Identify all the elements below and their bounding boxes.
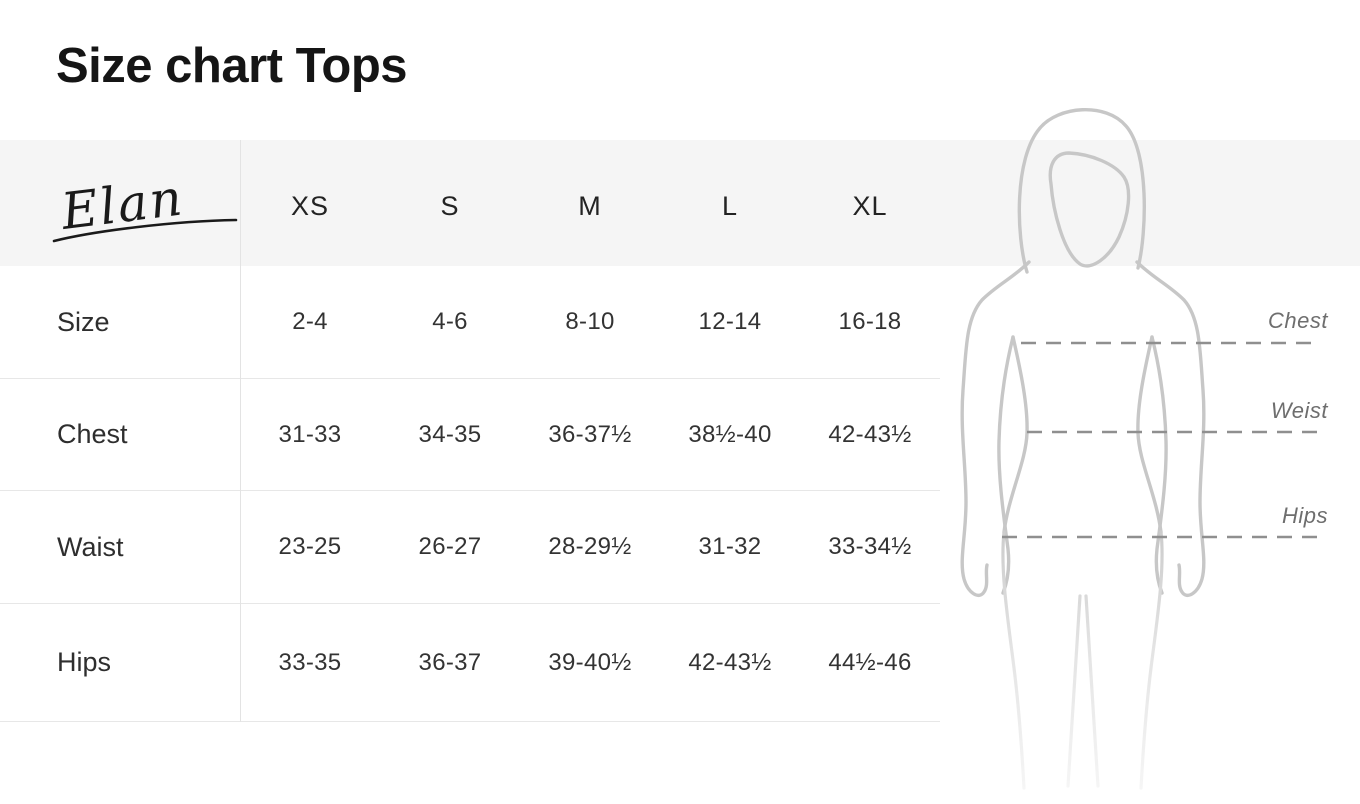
brand-logo-signature: Elan	[52, 168, 238, 242]
hips-xs-value: 33-35	[278, 648, 342, 676]
chest-xl-value: 42-43½	[828, 420, 912, 448]
size-s-value: 4-6	[432, 308, 468, 335]
column-header-s: S	[440, 190, 460, 221]
table-header-row: Elan XS S M L XL	[0, 140, 940, 266]
silhouette-left-arm	[960, 260, 1031, 598]
table-row-size: Size 2-4 4-6 8-10 12-14 16-18	[0, 266, 940, 379]
body-silhouette-illustration	[960, 107, 1318, 790]
chest-m-value: 36-37½	[548, 420, 632, 448]
silhouette-left-outer-leg	[1001, 530, 1026, 790]
silhouette-left-inner-arm	[997, 335, 1015, 595]
silhouette-right-arm	[1135, 260, 1206, 598]
hips-xl-value: 44½-46	[828, 648, 912, 676]
column-header-xs: XS	[290, 190, 330, 221]
chest-l-value: 38½-40	[688, 420, 772, 448]
silhouette-right-outer-leg	[1139, 530, 1164, 790]
figure-label-hips: Hips	[1281, 503, 1328, 528]
hips-m-value: 39-40½	[548, 648, 632, 676]
measurement-dashed-lines	[1002, 341, 1318, 539]
column-header-xl: XL	[852, 190, 888, 221]
row-label-chest: Chest	[57, 419, 128, 449]
table-row-hips: Hips 33-35 36-37 39-40½ 42-43½ 44½-46	[0, 604, 940, 722]
size-table: Elan XS S M L XL Size 2-4 4-6 8-10 12-14…	[0, 140, 940, 722]
column-header-m: M	[578, 190, 602, 221]
silhouette-upper-body	[960, 107, 1206, 598]
table-row-chest: Chest 31-33 34-35 36-37½ 38½-40 42-43½	[0, 379, 940, 491]
table-header-band	[0, 140, 1360, 266]
silhouette-hair	[1017, 107, 1146, 274]
silhouette-face	[1048, 151, 1131, 268]
figure-label-chest: Chest	[1268, 308, 1328, 333]
table-column-divider	[240, 140, 241, 722]
size-xs-value: 2-4	[292, 308, 328, 335]
row-label-hips: Hips	[57, 647, 112, 677]
chest-xs-value: 31-33	[278, 420, 342, 448]
table-row-waist: Waist 23-25 26-27 28-29½ 31-32 33-34½	[0, 491, 940, 604]
row-label-waist: Waist	[57, 531, 124, 562]
silhouette-right-inner-arm	[1150, 335, 1168, 595]
silhouette-left-inner-leg	[1066, 594, 1082, 788]
silhouette-legs	[1001, 530, 1164, 790]
hips-l-value: 42-43½	[688, 648, 772, 676]
waist-l-value: 31-32	[698, 533, 762, 560]
size-m-value: 8-10	[565, 308, 615, 335]
waist-xs-value: 23-25	[278, 533, 342, 560]
hips-s-value: 36-37	[418, 648, 482, 676]
column-header-l: L	[721, 190, 739, 221]
waist-xl-value: 33-34½	[828, 533, 912, 560]
silhouette-torso-left	[1002, 335, 1029, 534]
size-xl-value: 16-18	[838, 308, 902, 335]
page-title: Size chart Tops	[56, 39, 408, 93]
waist-s-value: 26-27	[418, 533, 482, 560]
brand-logo: Elan	[0, 149, 240, 258]
size-l-value: 12-14	[698, 308, 762, 335]
waist-m-value: 28-29½	[548, 533, 632, 560]
figure-label-weist: Weist	[1270, 398, 1328, 423]
chest-s-value: 34-35	[418, 420, 482, 448]
row-label-size: Size	[57, 306, 110, 337]
silhouette-right-inner-leg	[1084, 594, 1100, 788]
